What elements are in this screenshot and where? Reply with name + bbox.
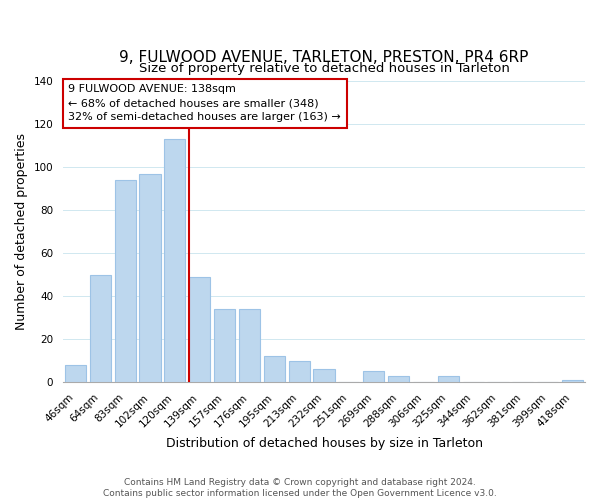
Text: Contains HM Land Registry data © Crown copyright and database right 2024.
Contai: Contains HM Land Registry data © Crown c… (103, 478, 497, 498)
Y-axis label: Number of detached properties: Number of detached properties (15, 134, 28, 330)
Title: 9, FULWOOD AVENUE, TARLETON, PRESTON, PR4 6RP: 9, FULWOOD AVENUE, TARLETON, PRESTON, PR… (119, 50, 529, 65)
Bar (214, 309, 235, 382)
Bar (363, 372, 384, 382)
Bar (189, 277, 210, 382)
Bar (164, 140, 185, 382)
Bar (289, 360, 310, 382)
Text: Size of property relative to detached houses in Tarleton: Size of property relative to detached ho… (139, 62, 509, 76)
Bar (65, 365, 86, 382)
Bar (115, 180, 136, 382)
Bar (264, 356, 285, 382)
Bar (90, 274, 111, 382)
Bar (139, 174, 161, 382)
Bar (438, 376, 459, 382)
Bar (239, 309, 260, 382)
Text: 9 FULWOOD AVENUE: 138sqm
← 68% of detached houses are smaller (348)
32% of semi-: 9 FULWOOD AVENUE: 138sqm ← 68% of detach… (68, 84, 341, 122)
Bar (562, 380, 583, 382)
X-axis label: Distribution of detached houses by size in Tarleton: Distribution of detached houses by size … (166, 437, 482, 450)
Bar (388, 376, 409, 382)
Bar (313, 369, 335, 382)
